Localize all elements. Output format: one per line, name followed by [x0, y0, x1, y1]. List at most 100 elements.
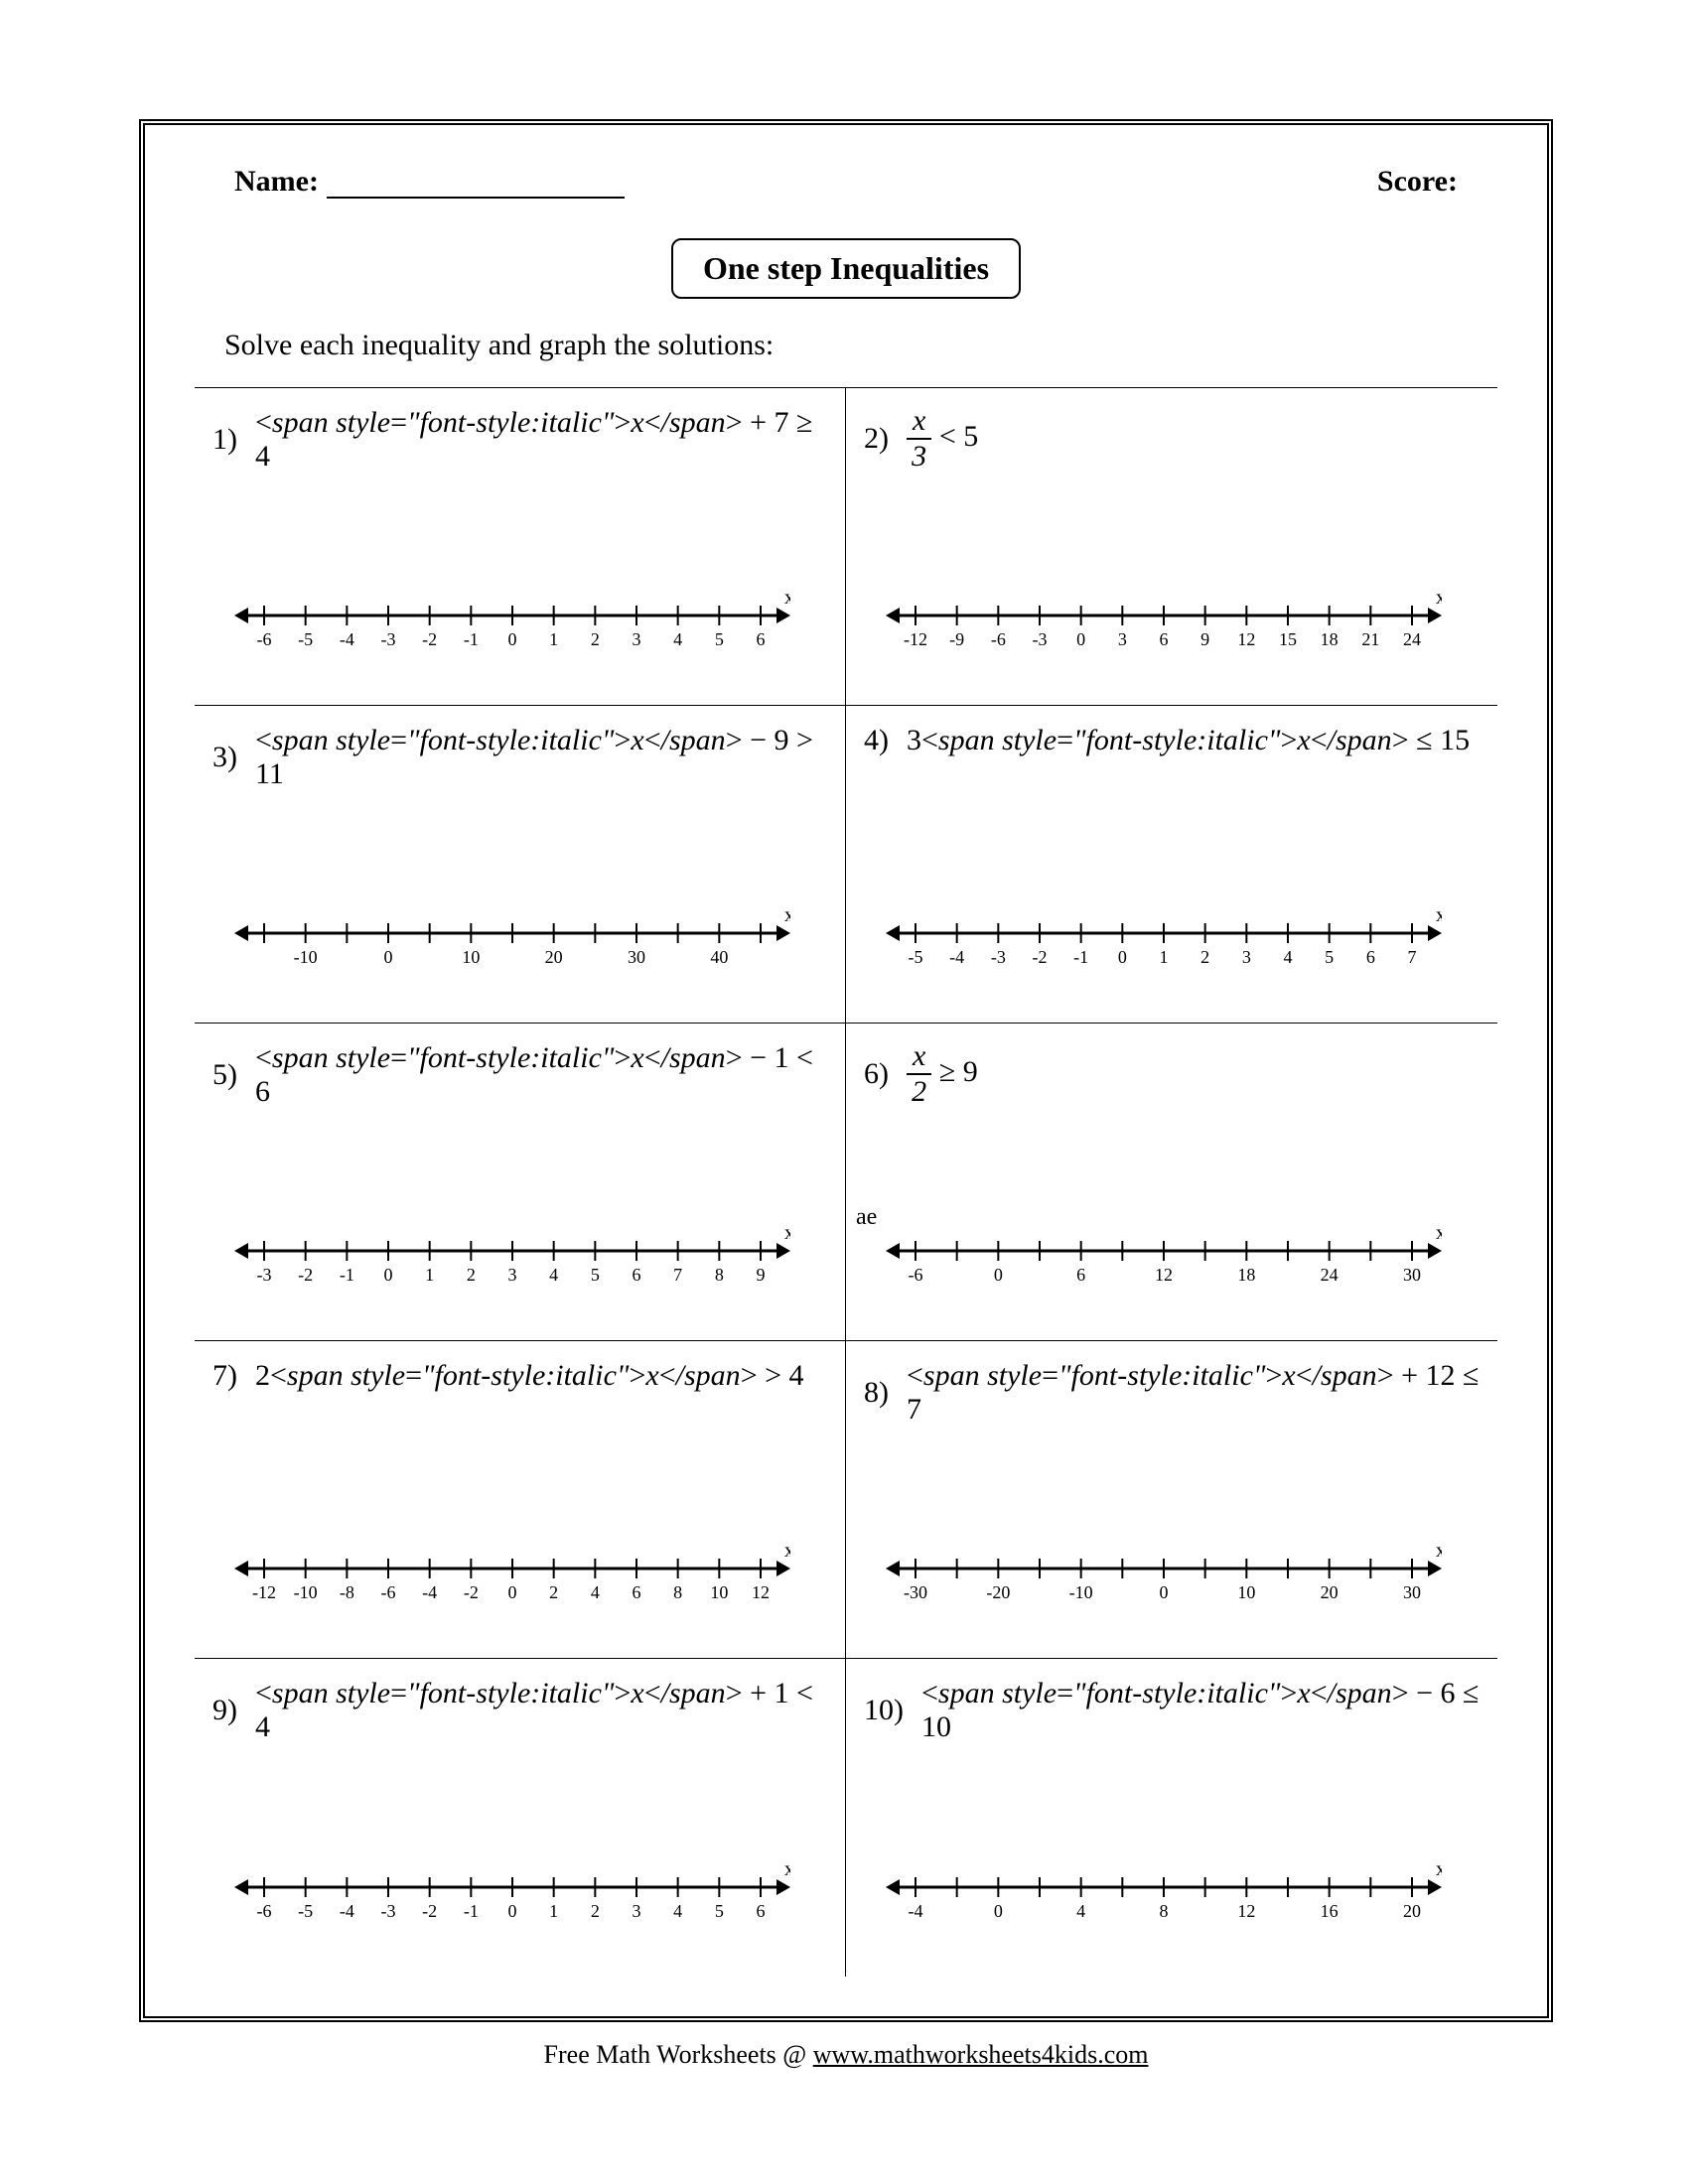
svg-text:-10: -10 [1069, 1582, 1093, 1602]
svg-text:-4: -4 [340, 1901, 354, 1921]
svg-text:x: x [784, 587, 790, 609]
title-wrap: One step Inequalities [195, 238, 1497, 299]
inequality: <span style="font-style:italic">x</span>… [907, 1359, 1480, 1427]
svg-text:20: 20 [545, 947, 563, 967]
svg-text:-6: -6 [257, 629, 272, 649]
svg-text:4: 4 [673, 1901, 682, 1921]
svg-text:20: 20 [1403, 1901, 1421, 1921]
svg-text:2: 2 [591, 629, 600, 649]
svg-text:6: 6 [757, 1901, 766, 1921]
svg-text:-2: -2 [298, 1265, 313, 1285]
problem-number: 5) [212, 1058, 237, 1092]
svg-text:10: 10 [710, 1582, 728, 1602]
svg-text:8: 8 [715, 1265, 724, 1285]
svg-text:24: 24 [1403, 629, 1421, 649]
footer-link[interactable]: www.mathworksheets4kids.com [813, 2040, 1149, 2069]
problem-expression: 9) <span style="font-style:italic">x</sp… [212, 1677, 827, 1744]
footer: Free Math Worksheets @ www.mathworksheet… [139, 2040, 1553, 2070]
svg-text:0: 0 [384, 1265, 393, 1285]
svg-text:2: 2 [1200, 947, 1209, 967]
svg-text:-1: -1 [340, 1265, 354, 1285]
inequality: <span style="font-style:italic">x</span>… [255, 1677, 827, 1744]
svg-text:12: 12 [1237, 629, 1255, 649]
inequality: x2 ≥ 9 [907, 1041, 978, 1107]
svg-text:-5: -5 [909, 947, 923, 967]
problem-number: 10) [864, 1694, 904, 1727]
problem-cell: 4) 3<span style="font-style:italic">x</s… [846, 706, 1497, 1024]
problem-number: 1) [212, 423, 237, 457]
numberline: x-3-2-10123456789 [234, 1221, 825, 1305]
svg-text:3: 3 [1118, 629, 1127, 649]
score-label: Score: [1377, 165, 1458, 199]
svg-text:7: 7 [1408, 947, 1417, 967]
svg-text:9: 9 [1200, 629, 1209, 649]
svg-text:2: 2 [591, 1901, 600, 1921]
page: Name: Score: One step Inequalities Solve… [0, 0, 1692, 2184]
svg-text:-6: -6 [991, 629, 1006, 649]
inequality: <span style="font-style:italic">x</span>… [255, 724, 827, 791]
problem-number: 8) [864, 1376, 889, 1410]
numberline: x-30-20-100102030 [886, 1539, 1478, 1623]
svg-text:0: 0 [1160, 1582, 1169, 1602]
svg-text:6: 6 [633, 1265, 641, 1285]
svg-text:12: 12 [1155, 1265, 1173, 1285]
svg-text:-1: -1 [464, 629, 479, 649]
problem-cell: 9) <span style="font-style:italic">x</sp… [195, 1659, 846, 1977]
svg-text:0: 0 [384, 947, 393, 967]
svg-text:x: x [784, 1222, 790, 1244]
svg-text:-6: -6 [257, 1901, 272, 1921]
inequality: 3<span style="font-style:italic">x</span… [907, 724, 1470, 757]
svg-text:6: 6 [633, 1582, 641, 1602]
numberline-svg: x-30-20-100102030 [886, 1539, 1442, 1618]
svg-text:-3: -3 [1033, 629, 1048, 649]
svg-text:3: 3 [1242, 947, 1251, 967]
numberline-svg: x-10010203040 [234, 903, 790, 983]
problem-expression: 1) <span style="font-style:italic">x</sp… [212, 406, 827, 474]
problem-expression: 3) <span style="font-style:italic">x</sp… [212, 724, 827, 791]
svg-text:0: 0 [508, 629, 517, 649]
svg-text:18: 18 [1237, 1265, 1255, 1285]
svg-text:10: 10 [1237, 1582, 1255, 1602]
problem-cell: 2) x3 < 5x-12-9-6-303691215182124 [846, 388, 1497, 706]
svg-text:2: 2 [549, 1582, 558, 1602]
svg-text:-20: -20 [986, 1582, 1010, 1602]
svg-text:18: 18 [1321, 629, 1339, 649]
name-field: Name: [234, 165, 625, 199]
svg-text:30: 30 [1403, 1265, 1421, 1285]
numberline-svg: x-12-9-6-303691215182124 [886, 586, 1442, 665]
svg-text:1: 1 [1160, 947, 1169, 967]
problem-expression: 8) <span style="font-style:italic">x</sp… [864, 1359, 1480, 1427]
svg-text:3: 3 [633, 629, 641, 649]
svg-text:x: x [784, 1858, 790, 1880]
problem-expression: 4) 3<span style="font-style:italic">x</s… [864, 724, 1480, 757]
name-blank-line [327, 173, 625, 199]
numberline-svg: x-12-10-8-6-4-2024681012 [234, 1539, 790, 1618]
svg-text:-2: -2 [1033, 947, 1048, 967]
problem-cell: 7) 2<span style="font-style:italic">x</s… [195, 1341, 846, 1659]
worksheet-frame: Name: Score: One step Inequalities Solve… [139, 119, 1553, 2022]
numberline: x-6-5-4-3-2-10123456 [234, 1857, 825, 1942]
svg-text:6: 6 [1076, 1265, 1085, 1285]
inequality: <span style="font-style:italic">x</span>… [921, 1677, 1480, 1744]
problem-number: 3) [212, 741, 237, 774]
numberline: x-12-10-8-6-4-2024681012 [234, 1539, 825, 1623]
problem-expression: 10) <span style="font-style:italic">x</s… [864, 1677, 1480, 1744]
problem-number: 4) [864, 724, 889, 757]
svg-text:-4: -4 [949, 947, 964, 967]
inequality: 2<span style="font-style:italic">x</span… [255, 1359, 804, 1393]
inequality: x3 < 5 [907, 406, 978, 472]
problem-cell: 5) <span style="font-style:italic">x</sp… [195, 1024, 846, 1341]
svg-text:1: 1 [549, 1901, 558, 1921]
svg-text:-3: -3 [257, 1265, 272, 1285]
svg-text:15: 15 [1279, 629, 1297, 649]
numberline: x-60612182430 [886, 1221, 1478, 1305]
svg-text:8: 8 [673, 1582, 682, 1602]
svg-text:6: 6 [1160, 629, 1169, 649]
svg-text:8: 8 [1160, 1901, 1169, 1921]
svg-text:4: 4 [1076, 1901, 1085, 1921]
svg-text:12: 12 [1237, 1901, 1255, 1921]
problem-expression: 5) <span style="font-style:italic">x</sp… [212, 1041, 827, 1109]
svg-text:0: 0 [994, 1901, 1003, 1921]
svg-text:-30: -30 [904, 1582, 927, 1602]
numberline-svg: x-4048121620 [886, 1857, 1442, 1937]
